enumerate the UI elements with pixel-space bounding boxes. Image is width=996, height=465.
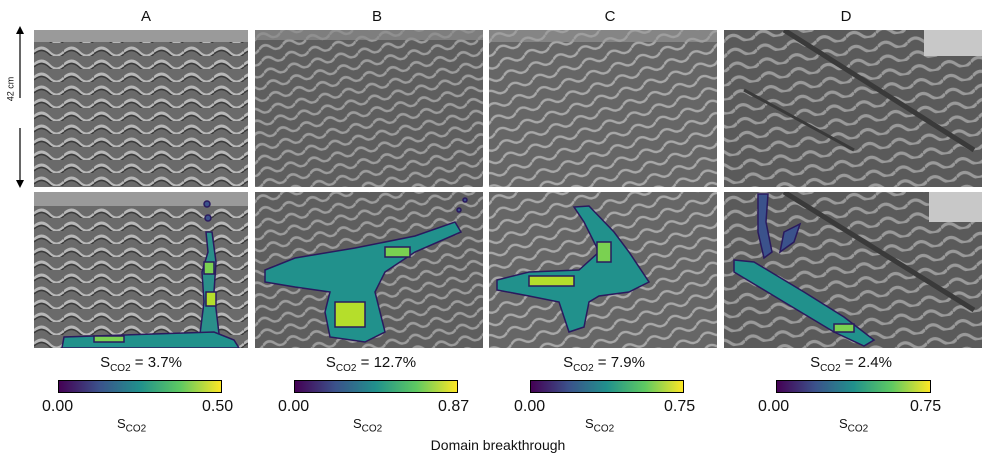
saturation-label-a: SCO2 = 3.7% xyxy=(100,354,182,374)
colorbar-b-max: 0.87 xyxy=(438,398,470,415)
colorbar-d-label: SCO2 xyxy=(839,416,869,435)
colorbar-c-min: 0.00 xyxy=(514,398,546,415)
panel-d-top xyxy=(724,30,982,187)
colorbar-a xyxy=(58,380,222,393)
saturation-label-d: SCO2 = 2.4% xyxy=(810,354,892,374)
scale-arrow xyxy=(11,26,29,188)
panel-b-bottom xyxy=(255,192,483,348)
colorbar-d-max: 0.75 xyxy=(910,398,942,415)
panel-c-top xyxy=(489,30,717,187)
column-label-b: B xyxy=(371,8,382,25)
colorbar-c-label: SCO2 xyxy=(585,416,615,435)
column-label-d: D xyxy=(840,8,852,25)
colorbar-a-max: 0.50 xyxy=(202,398,234,415)
panel-c-bottom xyxy=(489,192,717,348)
colorbar-c xyxy=(530,380,684,393)
colorbar-d-min: 0.00 xyxy=(758,398,790,415)
figure-caption: Domain breakthrough xyxy=(430,437,566,453)
column-label-c: C xyxy=(604,8,616,25)
panel-b-top xyxy=(255,30,483,187)
colorbar-a-min: 0.00 xyxy=(42,398,74,415)
colorbar-c-max: 0.75 xyxy=(664,398,696,415)
panel-a-top xyxy=(34,30,248,187)
colorbar-b-min: 0.00 xyxy=(278,398,310,415)
colorbar-d xyxy=(776,380,931,393)
scale-label: 42 cm xyxy=(5,76,16,102)
panel-a-bottom xyxy=(34,192,248,348)
saturation-label-c: SCO2 = 7.9% xyxy=(563,354,645,374)
colorbar-b-label: SCO2 xyxy=(353,416,383,435)
colorbar-b xyxy=(294,380,458,393)
colorbar-a-label: SCO2 xyxy=(117,416,147,435)
saturation-label-b: SCO2 = 12.7% xyxy=(325,354,417,374)
column-label-a: A xyxy=(140,8,151,25)
panel-d-bottom xyxy=(724,192,982,348)
